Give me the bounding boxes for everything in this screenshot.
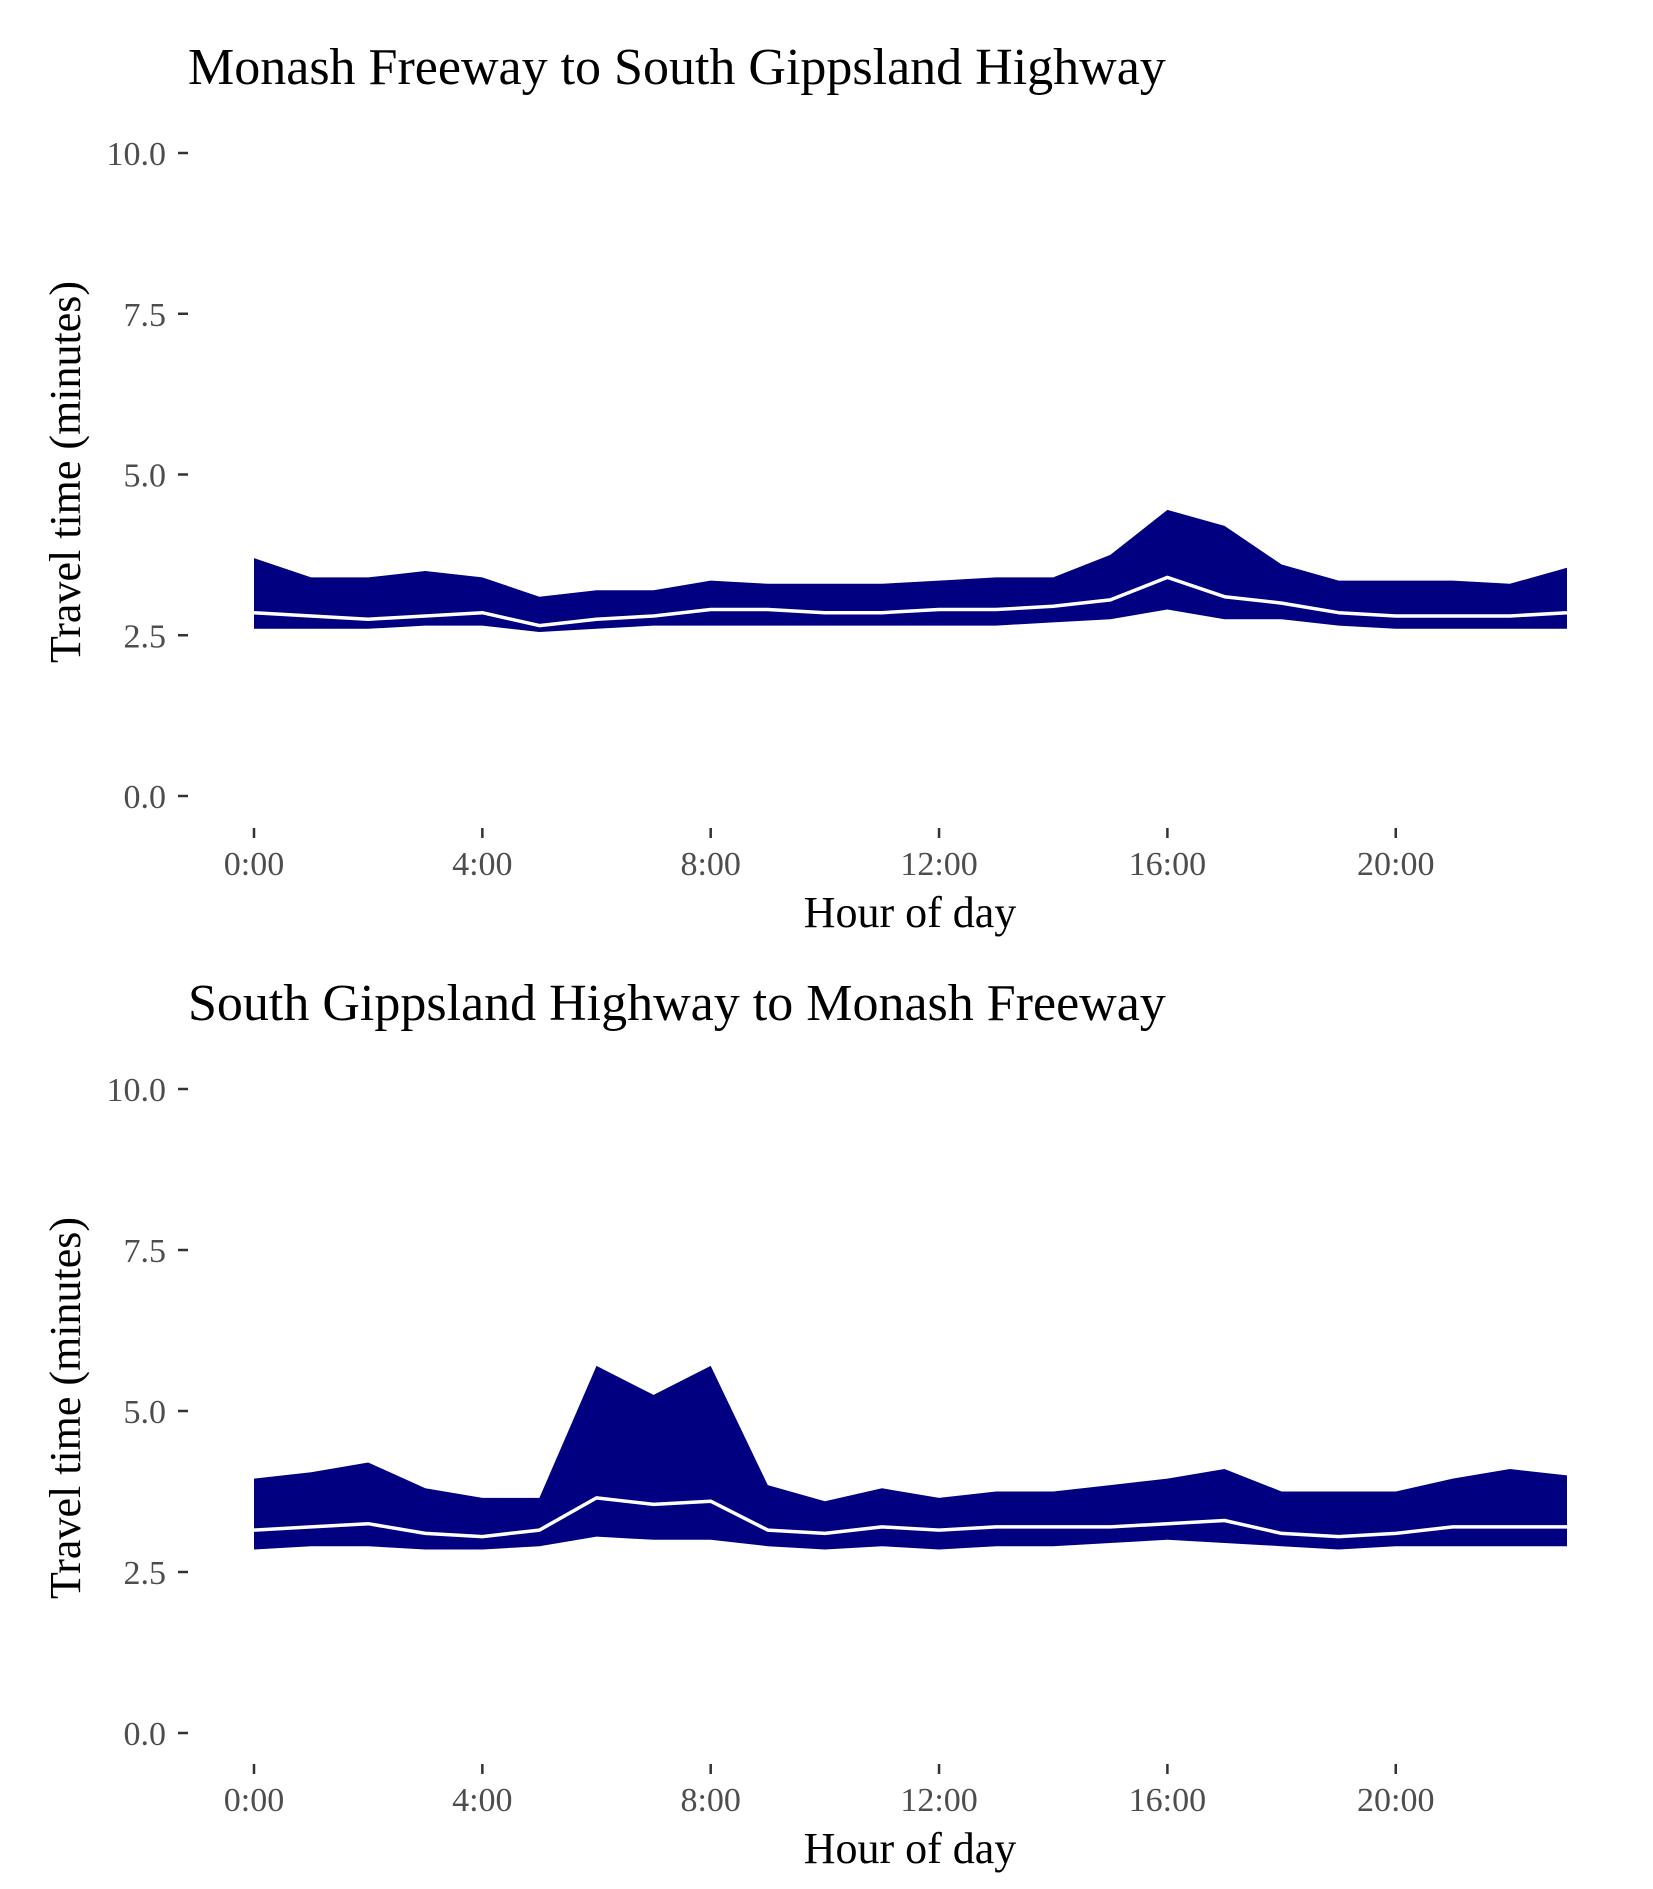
y-tick-label: 10.0 [107, 1072, 167, 1109]
panel-1-xlabel: Hour of day [804, 888, 1017, 937]
panel-2-range-band [254, 1365, 1567, 1550]
y-tick-label: 5.0 [124, 1394, 167, 1431]
y-tick-label: 2.5 [124, 1555, 167, 1592]
panel-2-y-axis: 0.0 2.5 5.0 7.5 10.0 [107, 1072, 188, 1753]
panel-2-ylabel: Travel time (minutes) [41, 1217, 90, 1599]
panel-1-plot-area [253, 509, 1568, 632]
y-tick-label: 7.5 [124, 1233, 167, 1270]
x-tick-label: 4:00 [452, 1782, 512, 1819]
x-tick-label: 12:00 [900, 1782, 977, 1819]
x-tick-label: 4:00 [452, 846, 512, 883]
panel-2-x-axis: 0:00 4:00 8:00 12:00 16:00 20:00 [224, 1764, 1434, 1819]
y-tick-label: 10.0 [107, 136, 167, 173]
panel-1-median-line [253, 575, 1568, 628]
panel-1-x-axis: 0:00 4:00 8:00 12:00 16:00 20:00 [224, 828, 1434, 883]
panel-2-title: South Gippsland Highway to Monash Freewa… [188, 975, 1166, 1032]
x-tick-label: 20:00 [1357, 846, 1434, 883]
x-tick-label: 12:00 [900, 846, 977, 883]
y-tick-label: 0.0 [124, 1716, 167, 1753]
x-tick-label: 8:00 [680, 846, 740, 883]
x-tick-label: 8:00 [680, 1782, 740, 1819]
panel-1-range-band [254, 509, 1567, 632]
panel-2-plot-area [253, 1365, 1567, 1550]
x-tick-label: 20:00 [1357, 1782, 1434, 1819]
x-tick-label: 16:00 [1129, 846, 1206, 883]
y-tick-label: 7.5 [124, 297, 167, 334]
x-tick-label: 0:00 [224, 846, 284, 883]
panel-2: South Gippsland Highway to Monash Freewa… [41, 975, 1567, 1873]
y-tick-label: 2.5 [124, 618, 167, 655]
panel-2-median-line [253, 1496, 1567, 1539]
panel-1: Monash Freeway to South Gippsland Highwa… [41, 39, 1568, 937]
panel-1-y-axis: 0.0 2.5 5.0 7.5 10.0 [107, 136, 188, 816]
y-tick-label: 5.0 [124, 458, 167, 495]
panel-1-title: Monash Freeway to South Gippsland Highwa… [188, 39, 1166, 96]
panel-1-ylabel: Travel time (minutes) [41, 281, 90, 663]
panel-2-xlabel: Hour of day [804, 1824, 1017, 1873]
y-tick-label: 0.0 [124, 779, 167, 816]
x-tick-label: 16:00 [1129, 1782, 1206, 1819]
x-tick-label: 0:00 [224, 1782, 284, 1819]
